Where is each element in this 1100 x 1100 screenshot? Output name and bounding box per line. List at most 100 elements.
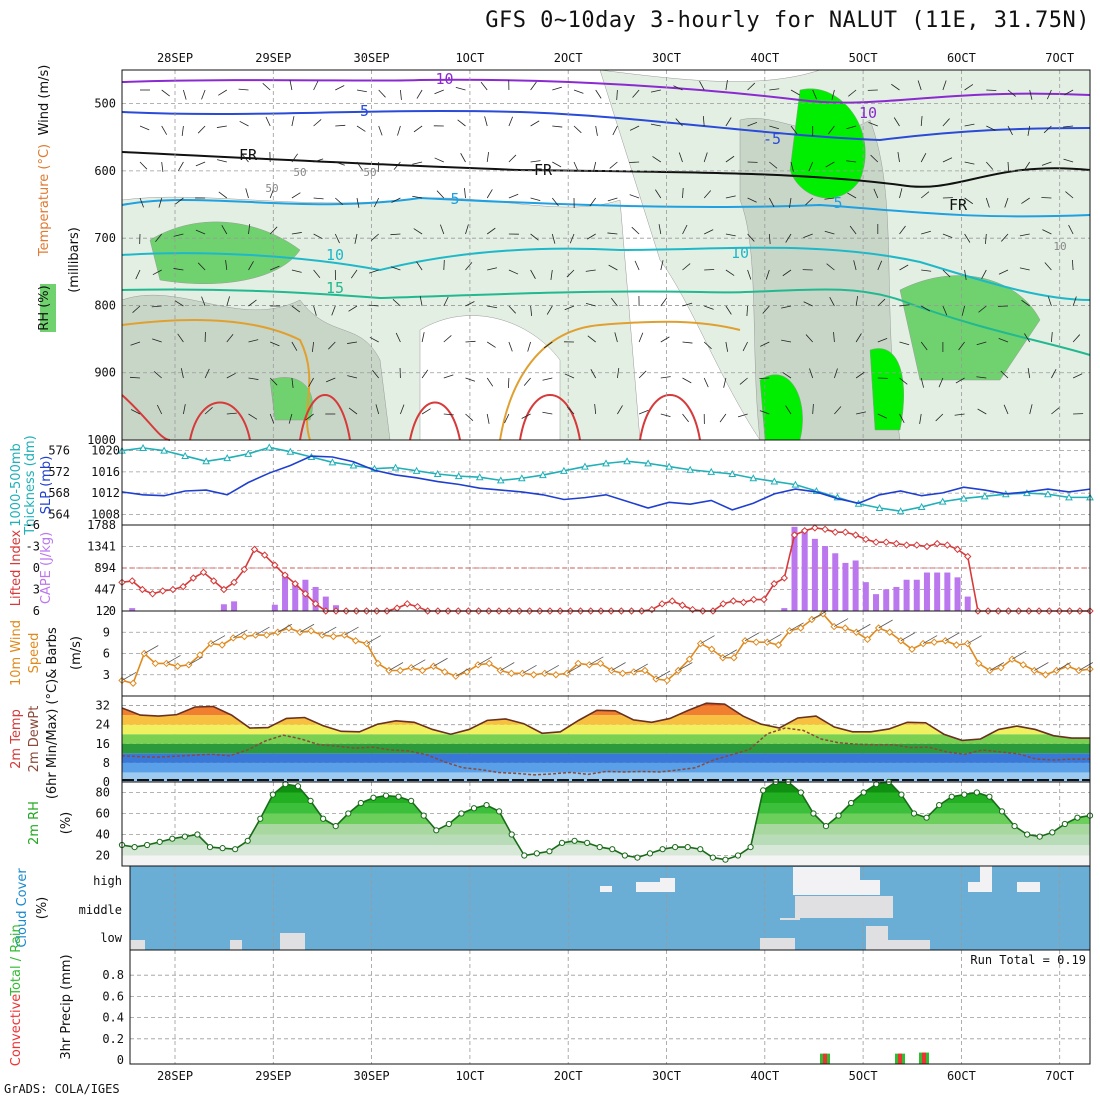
wind-barb bbox=[920, 152, 927, 163]
wind-barb bbox=[899, 304, 910, 307]
rh2m-line-point bbox=[232, 846, 239, 853]
wind-barb bbox=[829, 296, 835, 307]
date-label-bottom: 7OCT bbox=[1045, 1069, 1074, 1083]
wind-barb bbox=[486, 377, 494, 387]
wind-barb bbox=[682, 263, 691, 271]
wind-barb bbox=[465, 340, 476, 343]
wind-barb bbox=[1004, 197, 1009, 208]
wind-barb bbox=[682, 224, 688, 235]
wind-barb bbox=[762, 305, 770, 314]
wind-barb bbox=[375, 404, 380, 415]
isotherm-label: FR bbox=[949, 196, 968, 214]
rh2m-line-point bbox=[659, 846, 666, 853]
axis-labels: 28SEP 28SEP 29SEP 29SEP 30SEP 30SEP 1OCT 1OCT 2O… bbox=[9, 51, 1086, 1083]
wind-barb bbox=[638, 332, 644, 343]
lifted-index-line-point bbox=[148, 590, 157, 598]
wind-barb bbox=[920, 341, 928, 351]
wind-barb bbox=[421, 408, 431, 415]
wind-barb bbox=[703, 341, 712, 350]
rh2m-line-point bbox=[621, 852, 628, 859]
wind-barb bbox=[465, 224, 469, 235]
precip-convective-bar bbox=[823, 1053, 827, 1064]
wind-barb bbox=[853, 260, 857, 271]
wind-barb bbox=[393, 161, 401, 170]
wind-barb bbox=[586, 233, 596, 240]
wind-barb-10m bbox=[945, 632, 960, 642]
rh2m-line-point bbox=[194, 831, 201, 838]
wind-barb bbox=[781, 339, 792, 343]
rh-contour-label: 50 bbox=[293, 166, 306, 179]
wind-barb bbox=[356, 161, 363, 171]
cape-bar bbox=[883, 589, 890, 611]
isotherm-5 bbox=[121, 196, 1091, 218]
wind-barb bbox=[1021, 299, 1030, 307]
wind-barb bbox=[899, 377, 908, 385]
rh2m-line-point bbox=[722, 856, 729, 863]
rh2m-line-point bbox=[697, 846, 704, 853]
wind-barb bbox=[921, 269, 932, 272]
ylabel-rh: RH (%) bbox=[37, 285, 52, 330]
thickness-line-point bbox=[749, 474, 758, 482]
wind-speed-line-point bbox=[351, 637, 360, 645]
wind-speed-line-point bbox=[1019, 661, 1027, 669]
date-label-bottom: 6OCT bbox=[947, 1069, 976, 1083]
wind-barb bbox=[612, 125, 618, 136]
wind-barb bbox=[609, 161, 618, 169]
wind-barb bbox=[221, 225, 228, 235]
wind-barb bbox=[759, 410, 770, 415]
wind-barb bbox=[530, 269, 536, 279]
wind-barb bbox=[1072, 296, 1077, 307]
pressure-tick: 500 bbox=[94, 97, 116, 111]
wind-barb bbox=[921, 305, 931, 312]
wind-speed-line-point bbox=[841, 624, 849, 632]
lifted-index-line-point bbox=[688, 605, 697, 614]
wind-barb bbox=[443, 296, 449, 307]
thickness-line-point bbox=[875, 503, 884, 511]
thickness-line-point bbox=[917, 502, 926, 510]
rh2m-line-point bbox=[420, 812, 427, 819]
cloud-level-label: high bbox=[93, 874, 122, 888]
thickness-line-point bbox=[539, 471, 547, 479]
wind-barb bbox=[457, 119, 466, 127]
wind-barb bbox=[769, 88, 780, 91]
wind-barb bbox=[958, 341, 965, 351]
wind-barb bbox=[607, 197, 618, 202]
li-tick: 0 bbox=[33, 561, 40, 575]
date-label-bottom: 1OCT bbox=[455, 1069, 484, 1083]
wind-barb bbox=[964, 197, 974, 205]
isotherm-label: 10 bbox=[859, 104, 877, 122]
wind-barb bbox=[781, 305, 792, 309]
wind-barb-10m bbox=[255, 626, 270, 636]
wind-barb bbox=[891, 83, 900, 91]
wind-barb bbox=[507, 377, 510, 389]
wind-barb bbox=[161, 125, 168, 135]
wind-barb bbox=[658, 224, 662, 235]
wind-barb bbox=[464, 188, 466, 199]
ylabel-2m-dewpt: 2m DewPt bbox=[27, 706, 42, 773]
ylabel-thickness-a: 1000-500mb bbox=[9, 443, 24, 527]
isotherm-minus10 bbox=[121, 78, 1091, 104]
wind-barb-10m bbox=[989, 662, 1005, 671]
wind-speed-line-point bbox=[707, 645, 716, 653]
wind-barb bbox=[704, 229, 714, 235]
cape-bar bbox=[903, 579, 910, 611]
wind-barb bbox=[824, 230, 835, 235]
wind-barb bbox=[348, 305, 358, 312]
wind-barb bbox=[834, 368, 838, 379]
wind-barb bbox=[985, 161, 994, 170]
wind-barb bbox=[873, 188, 879, 199]
cloud-high bbox=[860, 880, 880, 895]
temp-band bbox=[122, 715, 1090, 725]
slp-line bbox=[121, 455, 1091, 511]
wind-barb-10m bbox=[722, 649, 738, 659]
lifted-index-line-point bbox=[138, 585, 147, 594]
wind-speed-line-point bbox=[886, 628, 894, 636]
wind-barb bbox=[964, 269, 967, 280]
rh2m-line-point bbox=[470, 805, 478, 812]
wind-barb bbox=[660, 413, 671, 417]
cape-tick: 1788 bbox=[87, 518, 116, 532]
rh2m-line-point bbox=[835, 812, 842, 819]
wind-barb bbox=[1000, 370, 1009, 379]
date-label-top: 28SEP bbox=[157, 51, 193, 65]
wind-barb bbox=[590, 369, 597, 379]
